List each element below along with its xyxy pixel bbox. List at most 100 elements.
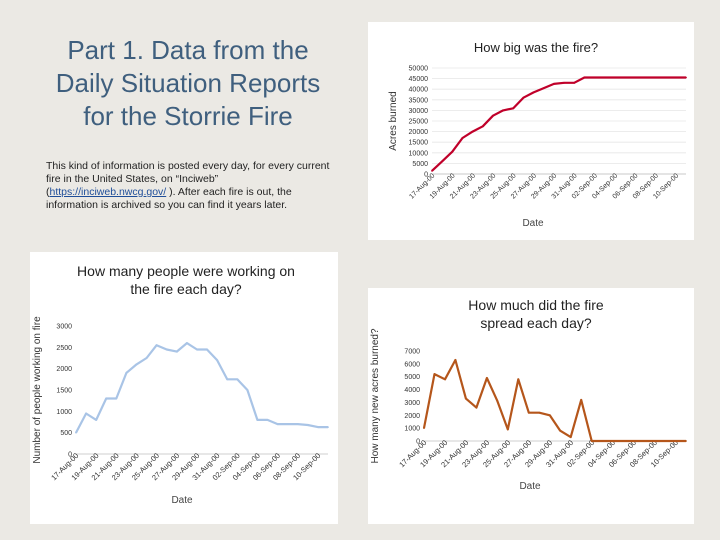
data-point xyxy=(573,81,576,84)
data-point xyxy=(327,426,329,429)
data-point xyxy=(465,397,467,400)
intro-text: This kind of information is posted every… xyxy=(46,160,336,212)
data-point xyxy=(653,440,656,442)
y-tick-label: 6000 xyxy=(404,361,420,368)
data-point xyxy=(492,114,494,117)
x-axis-title: Date xyxy=(522,218,544,229)
intro-text-before: This kind of information is posted every… xyxy=(46,160,330,198)
data-point xyxy=(433,373,436,376)
data-point xyxy=(527,411,530,414)
data-point xyxy=(155,344,158,347)
y-tick-label: 0 xyxy=(416,439,420,446)
data-point xyxy=(674,440,677,442)
data-point xyxy=(256,418,259,421)
inciweb-link[interactable]: https://inciweb.nwcg.gov/ xyxy=(49,186,167,198)
data-point xyxy=(216,359,219,362)
data-point xyxy=(664,440,666,442)
data-point xyxy=(654,76,657,79)
data-point xyxy=(559,429,562,432)
data-point xyxy=(512,107,515,110)
data-point xyxy=(632,440,635,442)
chart-title-line: spread each day? xyxy=(480,315,592,331)
data-point xyxy=(502,109,505,112)
data-point xyxy=(105,397,108,400)
y-tick-label: 0 xyxy=(424,172,428,179)
y-tick-label: 1000 xyxy=(56,409,72,416)
data-point xyxy=(276,423,279,426)
data-point xyxy=(95,418,98,421)
data-point xyxy=(580,398,583,401)
slide-title: Part 1. Data from the Daily Situation Re… xyxy=(55,35,321,131)
data-point xyxy=(664,76,667,79)
data-point xyxy=(451,150,454,153)
y-tick-label: 500 xyxy=(60,430,72,437)
data-point xyxy=(517,378,520,381)
chart-title-line: How much did the fire xyxy=(468,297,604,313)
data-point xyxy=(286,423,289,426)
data-point xyxy=(532,91,535,94)
data-point xyxy=(75,431,77,434)
y-tick-label: 25000 xyxy=(409,119,429,126)
data-point xyxy=(135,363,138,366)
chart-title: How big was the fire? xyxy=(474,40,598,55)
y-tick-label: 20000 xyxy=(409,129,429,136)
series-line xyxy=(422,358,686,443)
data-point xyxy=(444,378,446,381)
data-point xyxy=(485,377,488,379)
chart-title-line: the fire each day? xyxy=(130,281,242,297)
data-point xyxy=(590,440,593,442)
intro-text-after: ). After each fire is out, the informati… xyxy=(46,186,292,211)
data-point xyxy=(246,389,249,391)
data-point xyxy=(622,440,625,442)
chart-title-line: How many people were working on xyxy=(77,263,295,279)
y-tick-label: 0 xyxy=(68,452,72,459)
chart-title-line: How big was the fire? xyxy=(474,40,598,55)
y-tick-label: 4000 xyxy=(404,387,420,394)
data-point xyxy=(145,357,148,359)
data-point xyxy=(431,169,433,172)
data-point xyxy=(601,440,604,442)
data-point xyxy=(175,350,178,353)
people-chart: How many people were working on the fire … xyxy=(32,263,329,506)
data-point xyxy=(481,125,484,128)
data-point xyxy=(496,400,499,403)
spread-chart-panel: How much did the fire spread each day? 0 10… xyxy=(368,288,694,524)
y-tick-label: 7000 xyxy=(404,349,420,356)
x-axis-title: Date xyxy=(519,481,541,492)
data-point xyxy=(674,76,677,79)
y-tick-label: 15000 xyxy=(409,140,429,147)
y-tick-label: 30000 xyxy=(409,108,429,115)
data-point xyxy=(542,87,545,90)
data-point xyxy=(296,423,299,426)
y-tick-label: 2000 xyxy=(56,366,72,373)
series-line xyxy=(75,342,328,434)
data-point xyxy=(85,412,87,415)
data-point xyxy=(593,76,596,79)
series-line xyxy=(431,76,686,172)
y-tick-label: 1000 xyxy=(404,426,420,433)
data-point xyxy=(583,76,586,79)
people-chart-panel: How many people were working on the fire … xyxy=(30,252,338,524)
data-point xyxy=(185,342,188,344)
y-tick-label: 35000 xyxy=(409,97,429,104)
y-tick-label: 1500 xyxy=(56,388,72,395)
chart-title: How much did the fire spread each day? xyxy=(468,297,604,331)
y-tick-label: 5000 xyxy=(412,161,428,168)
data-point xyxy=(115,397,118,400)
y-axis-title: How many new acres burned? xyxy=(370,328,381,464)
y-tick-label: 40000 xyxy=(409,87,429,94)
data-point xyxy=(475,406,478,409)
data-point xyxy=(441,160,444,163)
data-point xyxy=(196,348,198,351)
data-point xyxy=(685,76,687,79)
y-tick-label: 10000 xyxy=(409,150,429,157)
data-point xyxy=(206,348,208,351)
data-point xyxy=(423,427,425,430)
data-point xyxy=(471,130,474,133)
y-tick-label: 2500 xyxy=(56,345,72,352)
acres-chart: How big was the fire? 0 5000 10000 15000 2000… xyxy=(388,40,687,229)
data-point xyxy=(553,83,555,85)
data-point xyxy=(317,426,319,429)
data-point xyxy=(538,411,541,414)
data-point xyxy=(125,372,128,374)
